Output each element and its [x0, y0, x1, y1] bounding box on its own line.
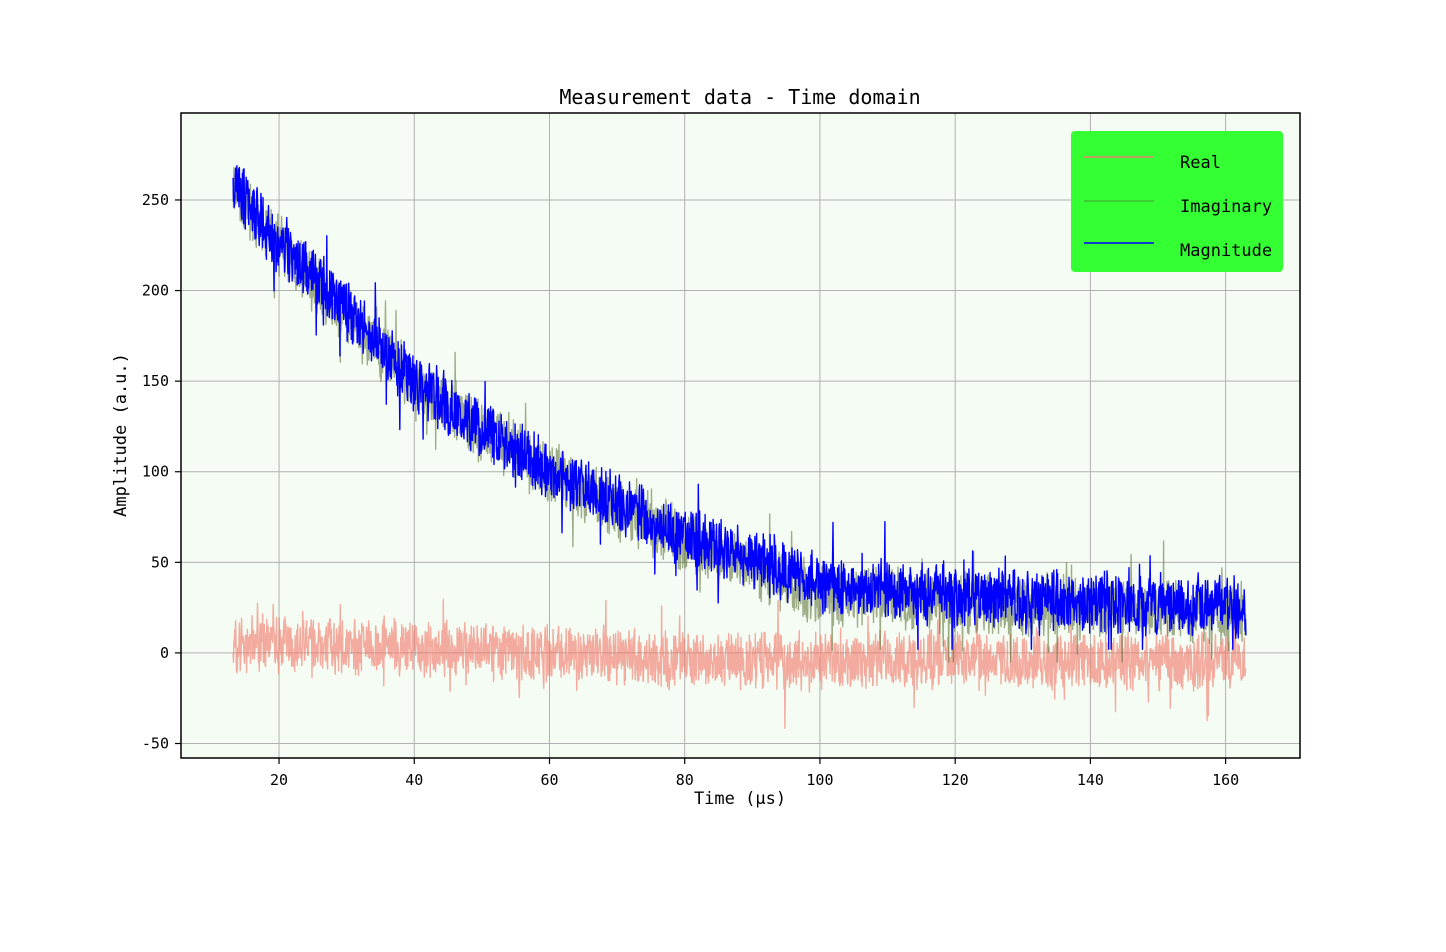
y-tick-label: 200 — [142, 282, 169, 300]
y-tick-label: 50 — [151, 553, 169, 571]
y-tick-label: 0 — [160, 644, 169, 662]
legend-label-imaginary: Imaginary — [1180, 197, 1272, 217]
y-axis-label: Amplitude (a.u.) — [111, 353, 131, 517]
plot-frame — [180, 112, 1301, 759]
series-line-magnitude — [232, 164, 1247, 650]
x-tick-label: 120 — [942, 771, 969, 789]
chart-title: Measurement data - Time domain — [559, 85, 920, 109]
legend-label-magnitude: Magnitude — [1180, 241, 1272, 261]
legend: Real Imaginary Magnitude — [1071, 131, 1283, 272]
legend-label-real: Real — [1180, 153, 1221, 173]
x-tick-label: 160 — [1212, 771, 1239, 789]
legend-entry-real: Real — [1084, 153, 1221, 173]
x-tick-label: 40 — [405, 771, 423, 789]
x-axis-label: Time (μs) — [694, 789, 786, 809]
y-tick-label: 150 — [142, 372, 169, 390]
series-layer — [232, 164, 1247, 729]
legend-entry-magnitude: Magnitude — [1084, 241, 1272, 261]
y-tick-label: 100 — [142, 463, 169, 481]
x-tick-label: 100 — [806, 771, 833, 789]
x-tick-label: 140 — [1077, 771, 1104, 789]
x-tick-label: 80 — [676, 771, 694, 789]
x-tick-label: 20 — [270, 771, 288, 789]
x-tick-label: 60 — [540, 771, 558, 789]
y-axis-ticks: -50 0 50 100 150 200 250 — [142, 191, 181, 753]
legend-box — [1071, 131, 1283, 272]
x-axis-ticks: 20 40 60 80 100 120 140 160 — [270, 758, 1239, 789]
y-tick-label: 250 — [142, 191, 169, 209]
legend-entry-imaginary: Imaginary — [1084, 197, 1272, 217]
y-tick-label: -50 — [142, 735, 169, 753]
